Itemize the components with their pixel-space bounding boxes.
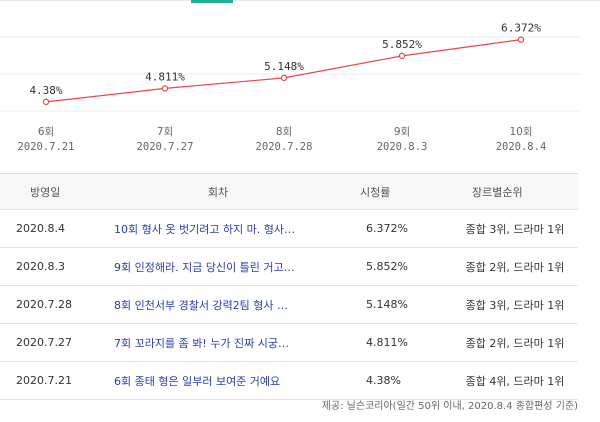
rank-cell: 종합 4위, 드라마 1위: [465, 374, 565, 388]
x-tick-episode: 9회: [394, 126, 410, 138]
table-row: 2020.8.3 9회 인정해라. 지금 당신이 틀린 거고… 5.852% 종…: [0, 248, 578, 286]
rank-cell: 종합 2위, 드라마 1위: [465, 336, 565, 350]
x-tick-date: 2020.8.3: [377, 141, 428, 153]
data-label: 4.811%: [145, 70, 185, 83]
episode-link[interactable]: 7회 꼬라지를 좀 봐! 누가 진짜 시궁…: [114, 336, 289, 350]
air-date-cell: 2020.8.3: [16, 260, 65, 273]
data-label: 5.148%: [264, 60, 304, 73]
table-row: 2020.7.27 7회 꼬라지를 좀 봐! 누가 진짜 시궁… 4.811% …: [0, 324, 578, 362]
rank-cell: 종합 3위, 드라마 1위: [465, 222, 565, 236]
data-label: 5.852%: [382, 38, 422, 51]
episode-link[interactable]: 9회 인정해라. 지금 당신이 틀린 거고…: [114, 260, 295, 274]
x-tick-date: 2020.7.21: [18, 141, 75, 153]
table-header-row: 방영일 회차 시청률 장르별순위: [0, 173, 578, 210]
data-point: [398, 52, 406, 60]
x-tick-date: 2020.8.4: [496, 141, 547, 153]
episode-link[interactable]: 10회 형사 옷 벗기려고 하지 마. 형사…: [114, 222, 296, 236]
top-divider: [0, 0, 600, 1]
ratings-line-chart: 4.38% 6회 2020.7.21 4.811% 7회 2020.7.27 5.148% 8…: [0, 22, 580, 153]
header-episode: 회차: [207, 185, 229, 199]
x-tick-episode: 8회: [276, 126, 292, 138]
rating-cell: 6.372%: [366, 222, 408, 235]
air-date-cell: 2020.8.4: [16, 222, 65, 235]
table-row: 2020.7.21 6회 종태 형은 일부러 보여준 거예요 4.38% 종합 …: [0, 362, 578, 400]
rating-cell: 4.811%: [366, 336, 408, 349]
active-tab-indicator: [191, 0, 233, 3]
chart-labels: 4.38% 6회 2020.7.21 4.811% 7회 2020.7.27 5.148% 8…: [18, 22, 547, 153]
air-date-cell: 2020.7.21: [16, 374, 72, 387]
x-tick-date: 2020.7.27: [137, 141, 194, 153]
rating-cell: 5.148%: [366, 298, 408, 311]
table-row: 2020.8.4 10회 형사 옷 벗기려고 하지 마. 형사… 6.372% …: [0, 210, 578, 248]
chart-gridlines: [0, 36, 580, 112]
air-date-cell: 2020.7.28: [16, 298, 72, 311]
data-source-note: 제공: 닐슨코리아(일간 50위 이내, 2020.8.4 종합편성 기준): [321, 401, 578, 412]
data-point: [280, 74, 288, 82]
rank-cell: 종합 2위, 드라마 1위: [465, 260, 565, 274]
data-label: 6.372%: [501, 22, 541, 35]
episode-link[interactable]: 8회 인천서부 경찰서 강력2팀 형사 …: [114, 298, 289, 312]
x-tick-episode: 10회: [509, 126, 532, 138]
air-date-cell: 2020.7.27: [16, 336, 72, 349]
header-rating: 시청률: [360, 185, 391, 199]
data-point: [517, 36, 525, 43]
ratings-table: 방영일 회차 시청률 장르별순위 2020.8.4 10회 형사 옷 벗기려고 …: [0, 173, 578, 400]
data-label: 4.38%: [29, 84, 62, 97]
episode-link[interactable]: 6회 종태 형은 일부러 보여준 거예요: [114, 374, 281, 388]
rating-cell: 5.852%: [366, 260, 408, 273]
x-tick-date: 2020.7.28: [256, 141, 313, 153]
header-genre-rank: 장르별순위: [472, 185, 523, 199]
rating-cell: 4.38%: [366, 374, 401, 387]
rank-cell: 종합 3위, 드라마 1위: [465, 298, 565, 312]
chart-series: [42, 36, 525, 106]
table-row: 2020.7.28 8회 인천서부 경찰서 강력2팀 형사 … 5.148% 종…: [0, 286, 578, 324]
data-point: [42, 98, 50, 106]
header-air-date: 방영일: [30, 185, 61, 199]
x-tick-episode: 7회: [157, 126, 173, 138]
x-tick-episode: 6회: [38, 126, 54, 138]
data-point: [161, 85, 169, 92]
